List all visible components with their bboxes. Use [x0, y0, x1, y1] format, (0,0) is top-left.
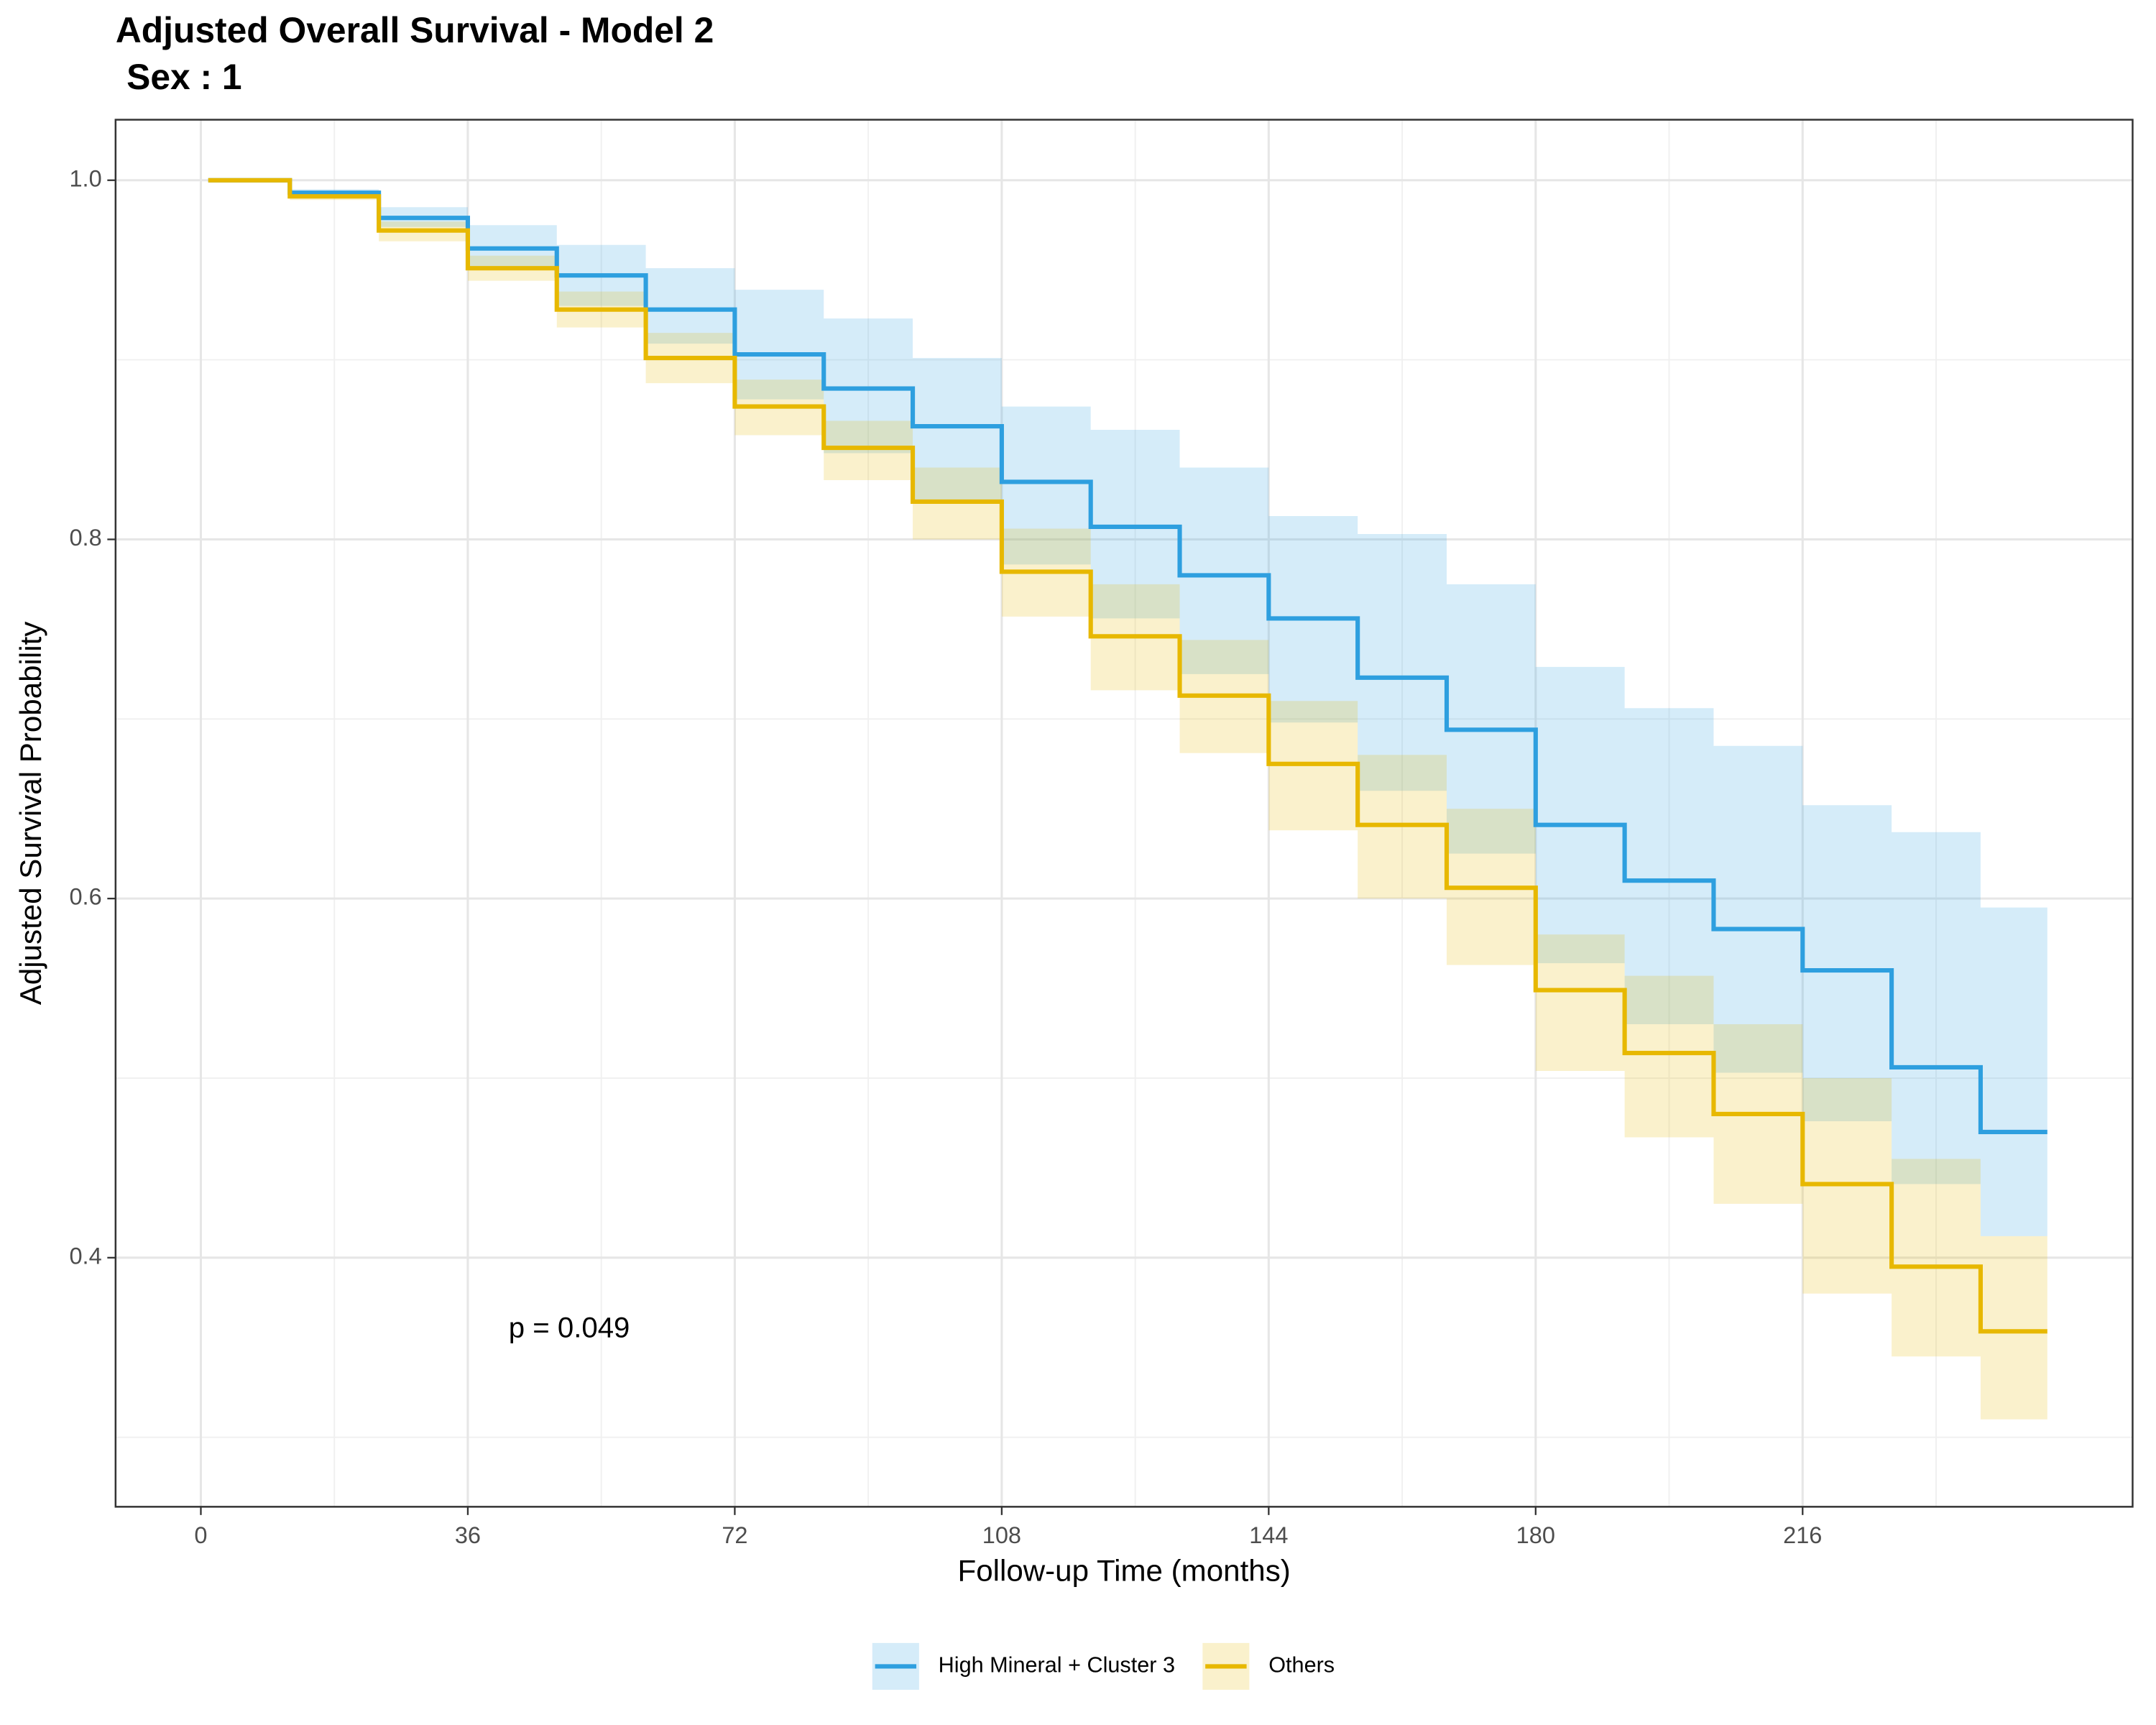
survival-line — [208, 178, 2047, 1135]
legend-label: Others — [1268, 1653, 1335, 1678]
plot-border — [114, 119, 2134, 1508]
annotation: p = 0.049 — [509, 1311, 630, 1343]
x-tick-label: 72 — [722, 1522, 747, 1548]
x-tick-label: 108 — [982, 1522, 1021, 1548]
x-tick-label: 180 — [1516, 1522, 1555, 1548]
survival-line — [208, 178, 2047, 1334]
chart-title: Adjusted Overall Survival - Model 2 — [116, 10, 714, 50]
x-tick-label: 144 — [1249, 1522, 1288, 1548]
y-tick-label: 0.6 — [69, 884, 101, 910]
y-axis-title: Adjusted Survival Probability — [14, 622, 47, 1006]
y-tick-label: 1.0 — [69, 165, 101, 191]
confidence-band — [208, 180, 2047, 1236]
chart-subtitle: Sex : 1 — [126, 57, 241, 97]
x-tick-label: 0 — [194, 1522, 207, 1548]
legend-label: High Mineral + Cluster 3 — [939, 1653, 1175, 1678]
x-tick-label: 36 — [455, 1522, 481, 1548]
y-tick-label: 0.4 — [69, 1243, 101, 1269]
x-tick-label: 216 — [1783, 1522, 1822, 1548]
y-tick-label: 0.8 — [69, 525, 101, 551]
x-axis-title: Follow-up Time (months) — [957, 1553, 1290, 1587]
